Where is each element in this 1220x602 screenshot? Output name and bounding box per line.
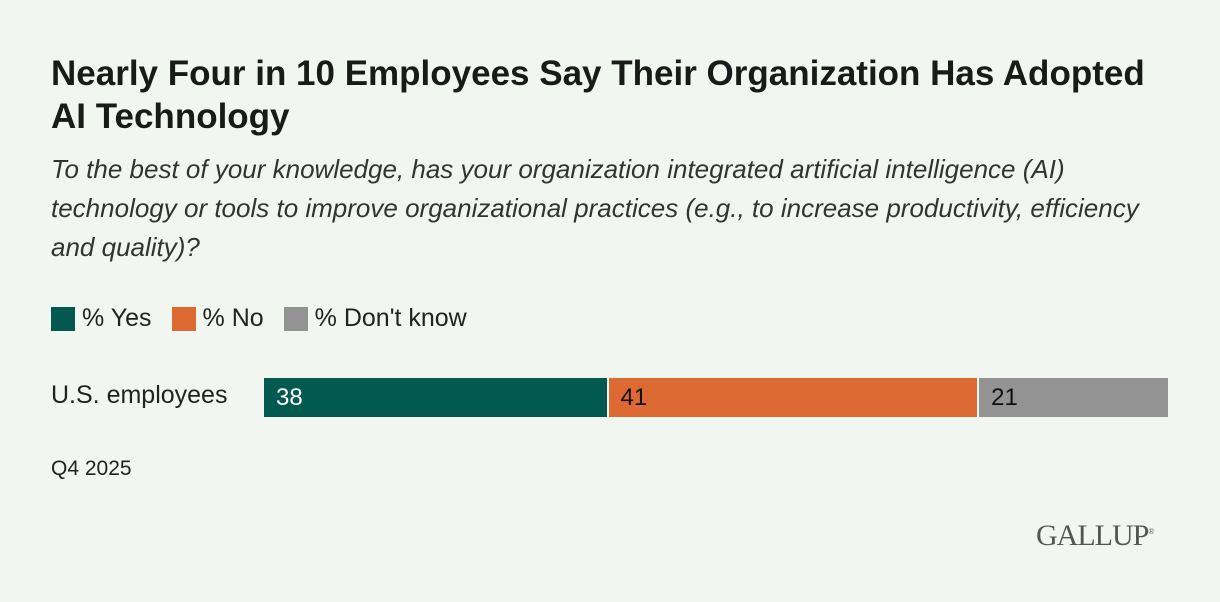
legend-item: % Don't know [283,304,467,333]
legend-item: % Yes [51,304,152,333]
legend-swatch [171,306,196,331]
logo-text: GALLUP [1036,519,1149,552]
legend-swatch [51,306,75,331]
legend-label: % Don't know [314,304,467,332]
category-label: U.S. employees [51,381,228,409]
bar-segment: 38 [264,378,607,417]
gallup-logo: GALLUP® [1036,519,1154,552]
legend: % Yes % No % Don't know [51,304,467,333]
bar-segment: 21 [979,378,1168,417]
stacked-bar: 38 41 21 [264,378,1168,417]
legend-label: % Yes [82,304,152,332]
chart-subtitle: To the best of your knowledge, has your … [51,154,1139,262]
legend-label: % No [202,304,264,332]
legend-swatch [283,306,308,331]
legend-item: % No [171,304,264,333]
chart-title: Nearly Four in 10 Employees Say Their Or… [51,54,1145,136]
period-note: Q4 2025 [51,457,132,480]
bar-segment: 41 [608,378,978,417]
data-label: 21 [991,384,1018,411]
data-label: 41 [620,384,648,411]
data-label: 38 [276,384,303,411]
